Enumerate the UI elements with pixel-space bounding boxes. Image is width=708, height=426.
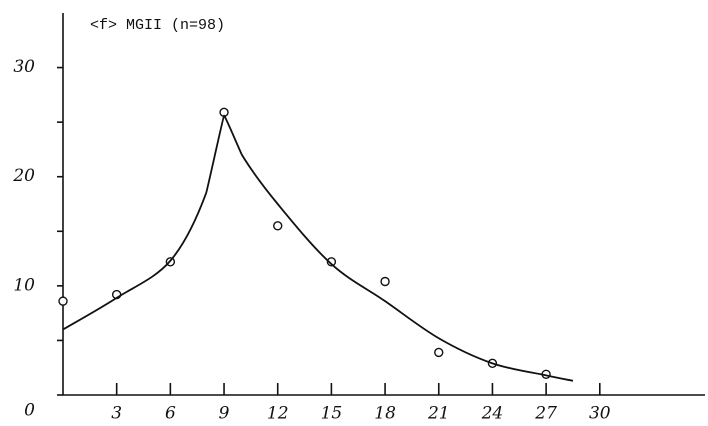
y-tick-label: 20 [12, 166, 35, 186]
x-tick-label: 21 [427, 404, 450, 424]
y-tick-label: 30 [13, 57, 35, 77]
x-tick-label: 24 [481, 404, 504, 424]
y-tick-label: 10 [13, 275, 35, 295]
y-tick-label: 0 [24, 401, 35, 421]
x-tick-label: 3 [111, 404, 122, 424]
data-point [58, 296, 68, 306]
chart-title: <f> MGII (n=98) [90, 17, 225, 34]
x-tick-label: 6 [165, 404, 176, 424]
x-tick-label: 12 [267, 404, 289, 424]
data-point [326, 257, 337, 267]
x-tick-label: 27 [534, 404, 557, 424]
data-point [273, 221, 283, 231]
x-tick-label: 15 [321, 404, 343, 424]
x-tick-label: 9 [219, 404, 230, 424]
x-tick-label: 30 [589, 404, 611, 424]
fit-curve [62, 114, 574, 382]
x-tick-label: 18 [374, 404, 396, 424]
data-point [434, 347, 444, 358]
data-point [380, 276, 390, 287]
